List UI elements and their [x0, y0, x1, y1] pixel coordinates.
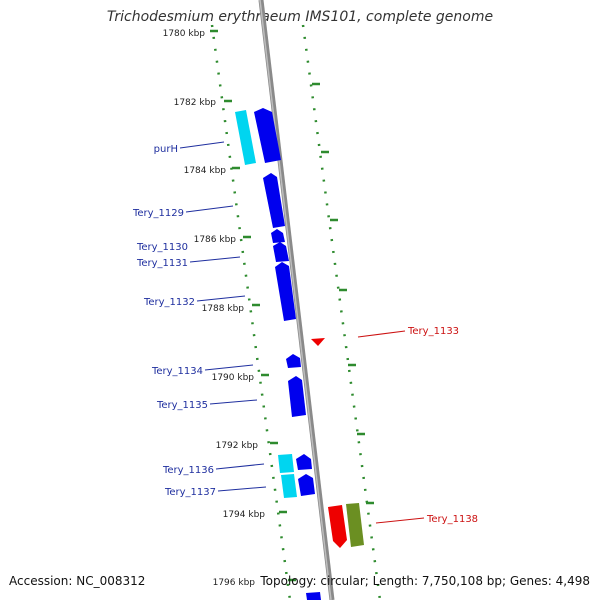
- genome-backbone: [258, 0, 335, 600]
- gene-features: [235, 108, 364, 600]
- gene-tery-1133[interactable]: [311, 338, 325, 346]
- gene-label-tery-1134[interactable]: Tery_1134: [151, 366, 203, 377]
- tick-label: 1786 kbp: [194, 235, 237, 245]
- gene-partial[interactable]: [306, 592, 321, 600]
- gene-label-tery-1133[interactable]: Tery_1133: [407, 326, 459, 337]
- outer-forward-track: [210, 24, 292, 600]
- accession-text: Accession: NC_008312: [9, 574, 146, 588]
- leader-line: [209, 399, 258, 405]
- leader-line: [217, 486, 267, 492]
- gene-label-tery-1131[interactable]: Tery_1131: [136, 258, 188, 269]
- gene-purH[interactable]: [254, 108, 281, 163]
- gene-label-tery-1136[interactable]: Tery_1136: [162, 465, 214, 476]
- leader-line: [375, 517, 425, 524]
- gene-tery-1136-cds[interactable]: [278, 454, 294, 473]
- leader-line: [185, 205, 234, 213]
- backbone-highlight: [259, 0, 332, 600]
- leader-line: [204, 364, 254, 371]
- gene-tery-1138[interactable]: [328, 505, 347, 548]
- gene-label-purh[interactable]: purH: [154, 144, 178, 155]
- genome-summary-text: Topology: circular; Length: 7,750,108 bp…: [260, 574, 590, 588]
- tick-label: 1780 kbp: [163, 29, 206, 39]
- tick-label: 1782 kbp: [174, 98, 217, 108]
- tick-label: 1788 kbp: [202, 304, 245, 314]
- gene-label-tery-1132[interactable]: Tery_1132: [143, 297, 195, 308]
- gene-tery-1135[interactable]: [288, 376, 306, 417]
- gene-tery-1129[interactable]: [263, 173, 285, 228]
- tick-label: 1784 kbp: [184, 166, 227, 176]
- gene-label-tery-1129[interactable]: Tery_1129: [132, 208, 184, 219]
- tick-label: 1790 kbp: [212, 373, 255, 383]
- gene-label-tery-1130[interactable]: Tery_1130: [136, 242, 188, 253]
- gene-tery-1131[interactable]: [273, 242, 289, 262]
- tick-label: 1792 kbp: [216, 441, 259, 451]
- map-title: Trichodesmium erythraeum IMS101, complet…: [106, 9, 494, 25]
- gene-tery-1138-rna[interactable]: [346, 503, 364, 547]
- tick-label: 1794 kbp: [223, 510, 266, 520]
- gene-tery-1136[interactable]: [296, 454, 312, 470]
- gene-label-tery-1135[interactable]: Tery_1135: [156, 400, 208, 411]
- leader-line: [357, 330, 406, 338]
- gene-label-tery-1137[interactable]: Tery_1137: [164, 487, 216, 498]
- leader-line: [215, 463, 265, 470]
- gene-label-tery-1138[interactable]: Tery_1138: [426, 514, 478, 525]
- tick-label: 1796 kbp: [213, 578, 256, 588]
- tick-marks: [210, 29, 374, 582]
- gene-tery-1130[interactable]: [271, 229, 285, 243]
- gene-tery-1137-cds[interactable]: [281, 474, 297, 498]
- leader-line: [179, 141, 225, 149]
- leader-line: [189, 256, 241, 263]
- gene-tery-1137[interactable]: [298, 474, 315, 496]
- outer-reverse-track: [301, 24, 382, 600]
- leader-line: [196, 295, 246, 302]
- gene-tery-1134[interactable]: [286, 354, 301, 368]
- gene-tery-1132[interactable]: [275, 262, 296, 321]
- gene-purH-cds[interactable]: [235, 110, 256, 165]
